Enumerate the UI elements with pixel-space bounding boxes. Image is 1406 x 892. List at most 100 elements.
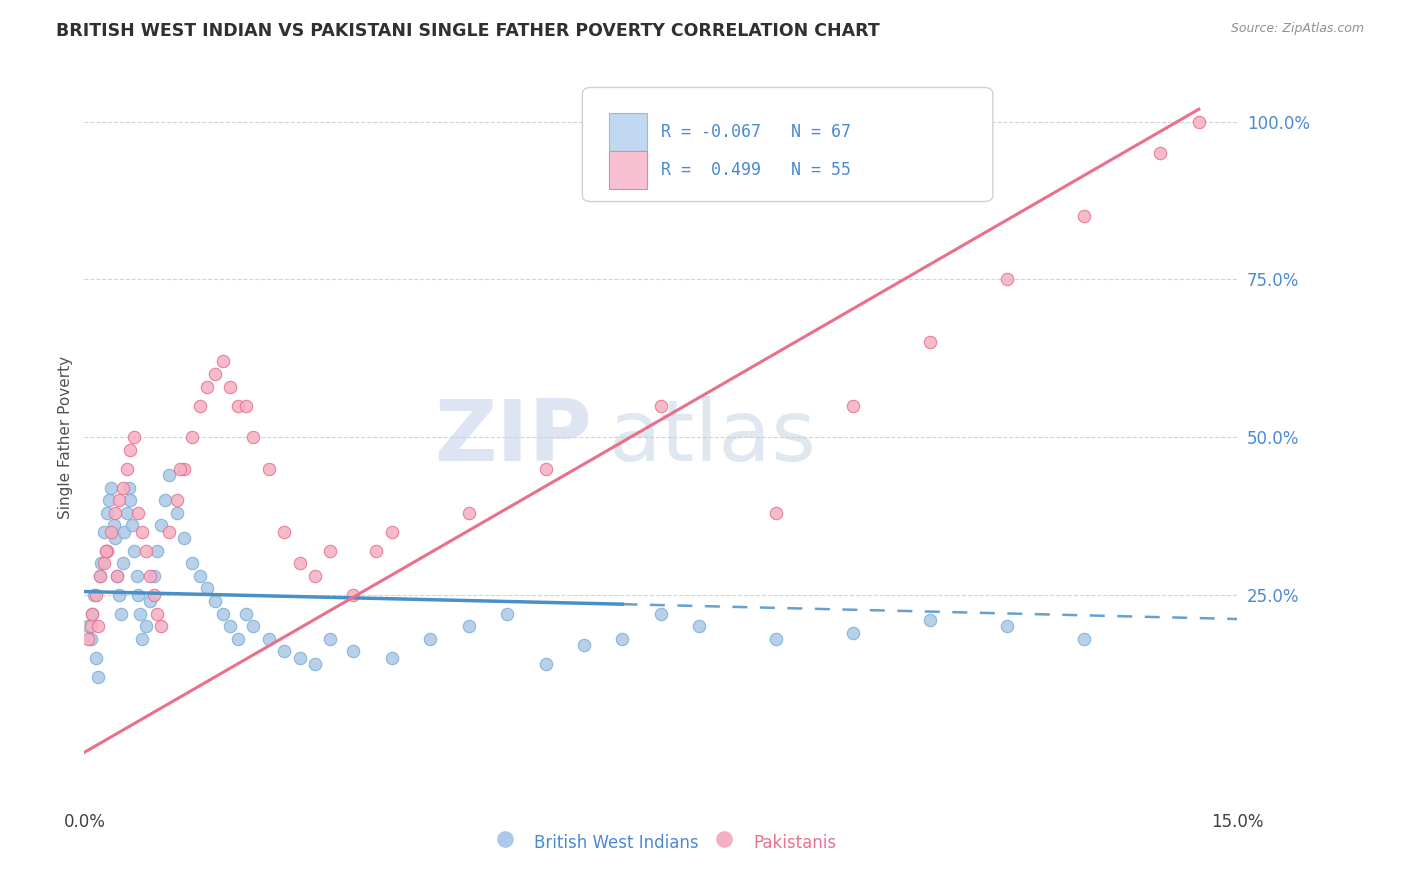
Point	[166, 506, 188, 520]
Point	[96, 543, 118, 558]
Point	[153, 493, 176, 508]
Point	[112, 524, 135, 539]
Point	[111, 556, 134, 570]
Point	[84, 588, 107, 602]
Point	[211, 354, 233, 368]
Point	[127, 588, 149, 602]
Bar	[609, 151, 647, 189]
Point	[131, 524, 153, 539]
Point	[87, 670, 110, 684]
Text: R = -0.067   N = 67: R = -0.067 N = 67	[661, 123, 851, 141]
Point	[93, 524, 115, 539]
Point	[195, 582, 218, 596]
Point	[138, 569, 160, 583]
Point	[242, 430, 264, 444]
Point	[419, 632, 441, 646]
Point	[219, 379, 242, 393]
Point	[77, 632, 100, 646]
Point	[97, 493, 120, 508]
FancyBboxPatch shape	[582, 87, 993, 202]
Point	[120, 442, 142, 457]
Point	[181, 430, 204, 444]
Point	[257, 632, 280, 646]
Point	[124, 543, 146, 558]
Point	[204, 594, 226, 608]
Point	[121, 518, 143, 533]
Point	[77, 619, 100, 633]
Point	[79, 632, 101, 646]
Point	[242, 619, 264, 633]
Text: Pakistanis: Pakistanis	[754, 834, 837, 852]
Point	[94, 543, 117, 558]
Point	[173, 531, 195, 545]
Point	[1149, 146, 1171, 161]
Text: BRITISH WEST INDIAN VS PAKISTANI SINGLE FATHER POVERTY CORRELATION CHART: BRITISH WEST INDIAN VS PAKISTANI SINGLE …	[56, 22, 880, 40]
Text: R =  0.499   N = 55: R = 0.499 N = 55	[661, 161, 851, 179]
Point	[226, 632, 249, 646]
Point	[150, 619, 173, 633]
Point	[100, 481, 122, 495]
Point	[173, 461, 195, 475]
Point	[120, 493, 142, 508]
Point	[105, 569, 128, 583]
Point	[128, 607, 150, 621]
Point	[80, 607, 103, 621]
Point	[204, 367, 226, 381]
Point	[89, 569, 111, 583]
Point	[142, 569, 165, 583]
Point	[304, 657, 326, 671]
Point	[650, 607, 672, 621]
Point	[125, 569, 148, 583]
Point	[534, 461, 557, 475]
Point	[842, 399, 865, 413]
Point	[146, 543, 169, 558]
Text: Source: ZipAtlas.com: Source: ZipAtlas.com	[1230, 22, 1364, 36]
Point	[1073, 210, 1095, 224]
Point	[995, 272, 1018, 286]
Point	[304, 569, 326, 583]
Point	[166, 493, 188, 508]
Point	[342, 644, 364, 658]
Point	[612, 632, 634, 646]
Point	[188, 569, 211, 583]
Point	[342, 588, 364, 602]
Point	[918, 613, 941, 627]
Point	[157, 467, 180, 482]
Point	[650, 399, 672, 413]
Point	[135, 543, 157, 558]
Point	[273, 524, 295, 539]
Text: ZIP: ZIP	[434, 395, 592, 479]
Point	[765, 632, 787, 646]
Point	[115, 461, 138, 475]
Point	[90, 556, 112, 570]
Point	[381, 524, 404, 539]
Point	[118, 481, 141, 495]
Point	[93, 556, 115, 570]
Point	[124, 430, 146, 444]
Point	[111, 481, 134, 495]
Point	[115, 506, 138, 520]
Point	[96, 506, 118, 520]
Point	[131, 632, 153, 646]
Point	[80, 607, 103, 621]
Point	[146, 607, 169, 621]
Point	[87, 619, 110, 633]
Point	[211, 607, 233, 621]
Point	[226, 399, 249, 413]
Point	[79, 619, 101, 633]
Point	[366, 543, 388, 558]
Point	[104, 506, 127, 520]
Point	[108, 588, 131, 602]
Point	[169, 461, 191, 475]
Point	[288, 650, 311, 665]
Point	[188, 399, 211, 413]
Point	[94, 543, 117, 558]
Point	[995, 619, 1018, 633]
Point	[84, 650, 107, 665]
Point	[257, 461, 280, 475]
Text: atlas: atlas	[609, 395, 817, 479]
Point	[108, 493, 131, 508]
Point	[496, 607, 519, 621]
Point	[142, 588, 165, 602]
Point	[219, 619, 242, 633]
